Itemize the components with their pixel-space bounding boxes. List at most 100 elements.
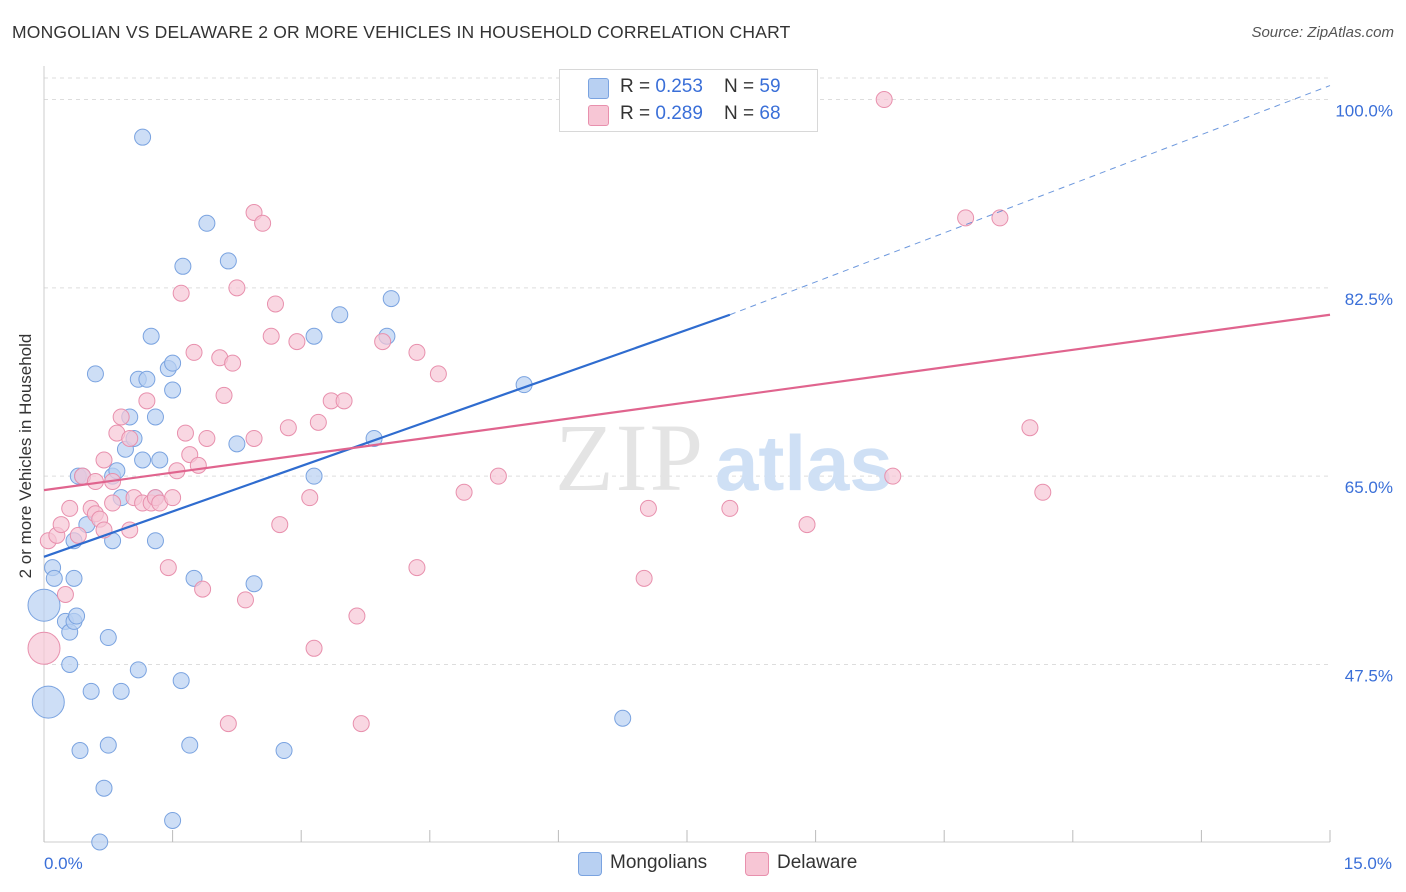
- watermark-zip: ZIP: [555, 404, 705, 511]
- y-tick-label: 82.5%: [1345, 290, 1393, 309]
- x-tick-label: 0.0%: [44, 854, 83, 873]
- mongolians-point: [99, 736, 117, 754]
- delaware-point: [236, 591, 254, 609]
- legend-r-value-delaware: 0.289: [655, 103, 703, 124]
- y-axis-label: 2 or more Vehicles in Household: [16, 333, 35, 579]
- delaware-point: [215, 386, 233, 404]
- mongolians-point: [45, 569, 63, 587]
- delaware-point: [27, 631, 61, 665]
- x-tick-label: 15.0%: [1344, 854, 1392, 873]
- legend-swatch-delaware: [745, 852, 769, 876]
- delaware-point: [721, 499, 739, 517]
- mongolians-point: [134, 128, 152, 146]
- delaware-point: [957, 209, 975, 227]
- mongolians-point: [382, 290, 400, 308]
- delaware-point: [262, 327, 280, 345]
- delaware-point: [224, 354, 242, 372]
- delaware-point: [1021, 419, 1039, 437]
- delaware-point: [194, 580, 212, 598]
- mongolians-point: [331, 306, 349, 324]
- delaware-point: [352, 715, 370, 733]
- mongolians-point: [164, 354, 182, 372]
- delaware-point: [228, 279, 246, 297]
- y-tick-label: 65.0%: [1345, 478, 1393, 497]
- mongolians-point: [142, 327, 160, 345]
- legend-swatch-mongolians: [588, 78, 609, 99]
- delaware-point: [489, 467, 507, 485]
- delaware-point: [1034, 483, 1052, 501]
- mongolians-point: [68, 607, 86, 625]
- delaware-point: [56, 586, 74, 604]
- mongolians-point: [65, 569, 83, 587]
- mongolians-point: [91, 833, 109, 851]
- delaware-point: [176, 424, 194, 442]
- legend-swatch-delaware: [588, 105, 609, 126]
- legend-r-label: R =: [620, 103, 656, 124]
- y-tick-label: 100.0%: [1335, 102, 1393, 121]
- mongolians-point: [305, 467, 323, 485]
- mongolians-point: [138, 370, 156, 388]
- chart-title: MONGOLIAN VS DELAWARE 2 OR MORE VEHICLES…: [12, 22, 791, 42]
- mongolians-point: [146, 408, 164, 426]
- mongolians-point: [134, 451, 152, 469]
- mongolians-point: [151, 451, 169, 469]
- delaware-point: [172, 284, 190, 302]
- mongolians-point: [181, 736, 199, 754]
- legend-label-mongolians: Mongolians: [610, 852, 708, 873]
- legend-swatch-mongolians: [578, 852, 602, 876]
- delaware-point: [309, 413, 327, 431]
- delaware-point: [455, 483, 473, 501]
- delaware-point: [991, 209, 1009, 227]
- legend-n-label: N =: [724, 103, 760, 124]
- delaware-point: [245, 429, 263, 447]
- delaware-point: [374, 333, 392, 351]
- delaware-point: [52, 516, 70, 534]
- delaware-point: [219, 715, 237, 733]
- delaware-point: [408, 343, 426, 361]
- mongolians-point: [71, 742, 89, 760]
- delaware-point: [798, 516, 816, 534]
- delaware-point: [254, 214, 272, 232]
- delaware-point: [348, 607, 366, 625]
- delaware-point: [301, 489, 319, 507]
- delaware-point: [875, 91, 893, 109]
- mongolians-point: [146, 532, 164, 550]
- delaware-point: [266, 295, 284, 313]
- mongolians-point: [172, 672, 190, 690]
- delaware-point: [159, 559, 177, 577]
- legend-r-label: R =: [620, 76, 656, 97]
- delaware-point: [305, 639, 323, 657]
- delaware-point: [335, 392, 353, 410]
- mongolians-point: [228, 435, 246, 453]
- delaware-point: [198, 429, 216, 447]
- delaware-point: [112, 408, 130, 426]
- delaware-point: [138, 392, 156, 410]
- mongolians-point: [198, 214, 216, 232]
- legend-r-value-mongolians: 0.253: [655, 76, 703, 97]
- mongolians-trend-line: [43, 313, 731, 558]
- legend-n-label: N =: [724, 76, 760, 97]
- y-tick-label: 47.5%: [1345, 666, 1393, 685]
- delaware-point: [104, 494, 122, 512]
- delaware-point: [164, 489, 182, 507]
- mongolians-point: [61, 655, 79, 673]
- mongolians-point: [95, 779, 113, 797]
- delaware-point: [884, 467, 902, 485]
- delaware-point: [69, 526, 87, 544]
- mongolians-point: [129, 661, 147, 679]
- watermark-atlas: atlas: [715, 419, 893, 507]
- delaware-point: [408, 559, 426, 577]
- delaware-point: [61, 499, 79, 517]
- mongolians-point: [219, 252, 237, 270]
- mongolians-point: [275, 742, 293, 760]
- legend-n-value-delaware: 68: [759, 103, 781, 124]
- mongolians-point: [614, 709, 632, 727]
- delaware-point: [279, 419, 297, 437]
- mongolians-point: [174, 257, 192, 275]
- mongolians-point: [164, 381, 182, 399]
- mongolians-trend-extension: [729, 85, 1331, 316]
- mongolians-point: [305, 327, 323, 345]
- correlation-legend: R = 0.253 N = 59 R = 0.289 N = 68: [559, 69, 818, 132]
- delaware-trend-line: [43, 313, 1331, 492]
